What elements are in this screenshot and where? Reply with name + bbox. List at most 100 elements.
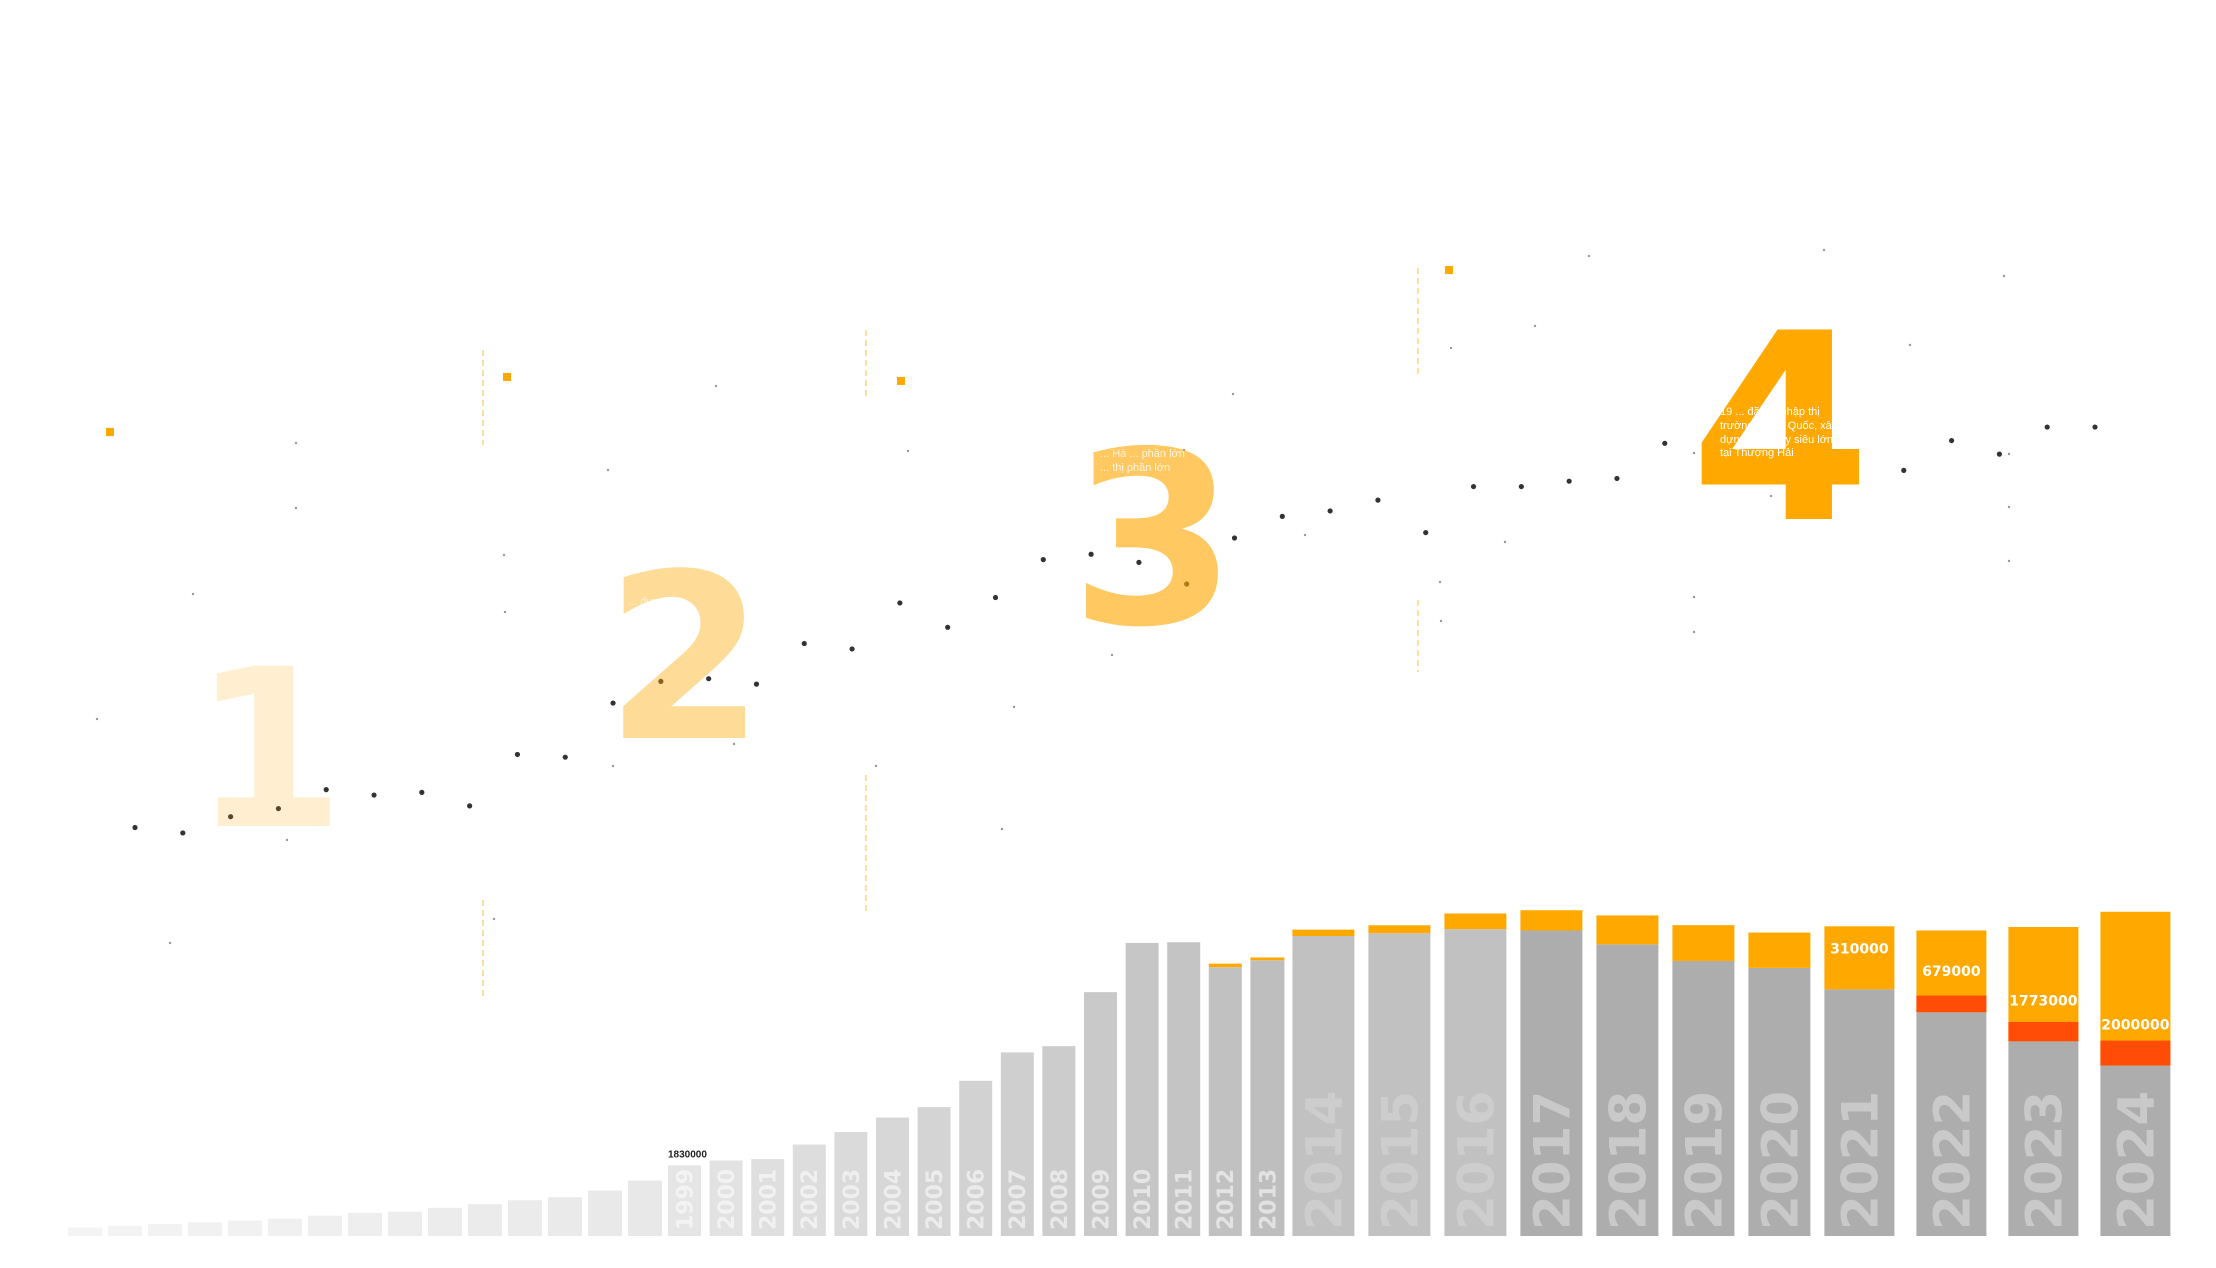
year-label-2012: 2012 — [1214, 1169, 1239, 1230]
line-dot-11 — [658, 678, 664, 685]
bg-dot-20 — [1303, 533, 1307, 537]
bar-total-16 — [709, 1160, 743, 1236]
bg-dot-3 — [294, 441, 298, 445]
bar-nev-35 — [1672, 925, 1735, 961]
bar-total-14 — [628, 1180, 662, 1236]
line-dot-36 — [1853, 478, 1859, 484]
year-label-1999: 1999 — [673, 1169, 698, 1230]
phase-2-number: 2 — [605, 526, 765, 793]
line-dot-17 — [945, 624, 951, 630]
line-dot-38 — [1948, 437, 1955, 444]
bar-total-21 — [917, 1107, 951, 1236]
bg-dot-12 — [732, 742, 736, 746]
bar-total-19 — [834, 1132, 868, 1236]
line-dot-33 — [1709, 435, 1716, 441]
line-dot-28 — [1470, 483, 1477, 490]
year-label-2022: 2022 — [1923, 1091, 1981, 1230]
phase-3-text: ... Hà ... phần lớn ... thị phần lớn — [1100, 448, 1185, 474]
data-label-2022: 679000 — [1922, 964, 1981, 980]
bg-dot-30 — [1822, 248, 1826, 252]
line-dot-16 — [897, 600, 903, 606]
bg-dot-0 — [95, 717, 99, 721]
bg-dot-6 — [502, 553, 506, 557]
bar-total-5 — [268, 1218, 302, 1236]
line-dot-10 — [610, 700, 616, 706]
year-label-2019: 2019 — [1675, 1091, 1733, 1230]
bg-dot-31 — [1849, 457, 1853, 461]
year-label-2002: 2002 — [798, 1169, 823, 1230]
bg-dot-24 — [1533, 324, 1537, 328]
line-dot-40 — [2044, 424, 2050, 430]
bg-dot-19 — [1182, 448, 1186, 452]
line-dot-41 — [2092, 424, 2098, 430]
year-label-2005: 2005 — [923, 1169, 948, 1230]
bg-dot-5 — [285, 838, 289, 842]
bar-ev-39 — [2008, 1021, 2079, 1042]
bar-total-0 — [68, 1227, 102, 1236]
bar-total-26 — [1125, 942, 1159, 1236]
bar-nev-32 — [1444, 913, 1507, 930]
bar-total-22 — [959, 1080, 993, 1236]
bar-total-40 — [2100, 1065, 2171, 1236]
line-dot-0 — [132, 824, 138, 831]
bg-dot-33 — [2007, 452, 2011, 456]
year-label-2003: 2003 — [840, 1169, 865, 1230]
phase-2-text: ... được ... dài ... ... nh ... rường — [628, 596, 683, 636]
year-label-2016: 2016 — [1447, 1091, 1505, 1230]
bg-dot-2 — [191, 592, 195, 596]
year-label-2021: 2021 — [1831, 1091, 1889, 1230]
bar-nev-28 — [1208, 963, 1242, 968]
line-dot-30 — [1566, 478, 1572, 484]
phase-marker-1 — [503, 373, 511, 381]
phase-1-number: 1 — [192, 622, 345, 878]
bg-dot-37 — [1439, 619, 1443, 623]
bar-total-13 — [588, 1190, 622, 1236]
data-label-2023: 1773000 — [2009, 993, 2077, 1009]
bar-total-35 — [1672, 960, 1735, 1236]
bg-dot-29 — [1769, 494, 1773, 498]
line-dot-9 — [562, 754, 568, 760]
bar-total-8 — [388, 1211, 422, 1236]
bar-nev-40 — [2100, 911, 2171, 1066]
bg-dot-17 — [1231, 392, 1235, 396]
bg-dot-11 — [714, 384, 718, 388]
phase-4-text: 19 ... đã gia nhập thị trường Trung Quốc… — [1720, 406, 1838, 460]
line-dot-20 — [1088, 551, 1094, 557]
bar-total-3 — [188, 1222, 222, 1236]
year-label-2017: 2017 — [1523, 1091, 1581, 1230]
bg-dot-26 — [1692, 451, 1696, 455]
line-dot-7 — [467, 803, 473, 809]
bg-dot-22 — [1449, 346, 1453, 350]
bar-total-38 — [1916, 1012, 1987, 1236]
line-dot-19 — [1040, 557, 1046, 563]
line-dot-1 — [180, 830, 186, 836]
bar-nev-33 — [1520, 910, 1583, 931]
bar-nev-30 — [1292, 929, 1355, 937]
bar-total-6 — [308, 1215, 342, 1236]
data-label-2021: 310000 — [1830, 941, 1889, 957]
line-dot-37 — [1901, 467, 1907, 473]
bar-total-2 — [148, 1224, 182, 1236]
bg-dot-1 — [168, 941, 172, 945]
year-label-2018: 2018 — [1599, 1091, 1657, 1230]
bar-nev-29 — [1250, 957, 1285, 961]
bg-dot-28 — [1692, 630, 1696, 634]
bar-nev-31 — [1368, 925, 1431, 934]
line-dot-2 — [228, 814, 234, 820]
bg-dot-35 — [2007, 559, 2011, 563]
bar-total-30 — [1292, 936, 1355, 1236]
data-label-1999: 1830000 — [668, 1149, 707, 1160]
bar-nev-37 — [1824, 926, 1895, 990]
year-label-2013: 2013 — [1256, 1169, 1281, 1230]
line-dot-12 — [706, 676, 712, 682]
line-dot-5 — [371, 792, 377, 798]
year-label-2008: 2008 — [1048, 1169, 1073, 1230]
line-dot-8 — [514, 751, 521, 758]
bg-dot-10 — [492, 917, 496, 921]
bg-dot-15 — [906, 449, 910, 453]
year-label-2023: 2023 — [2015, 1091, 2073, 1230]
bar-total-11 — [508, 1200, 542, 1236]
bar-total-33 — [1520, 930, 1583, 1236]
